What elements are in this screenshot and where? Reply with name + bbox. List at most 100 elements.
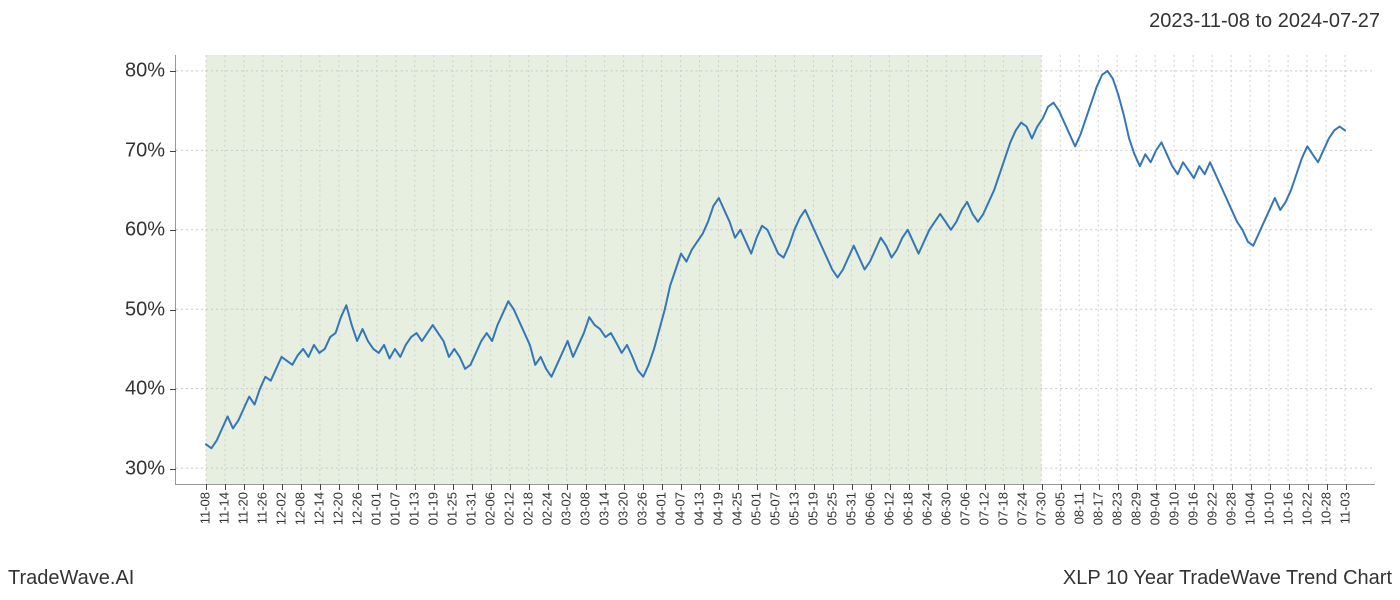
x-axis-tick-mark bbox=[415, 484, 416, 490]
branding-label: TradeWave.AI bbox=[8, 567, 134, 590]
x-axis-tick-label: 09-04 bbox=[1148, 492, 1163, 525]
x-axis-tick-mark bbox=[1346, 484, 1347, 490]
x-axis-tick-mark bbox=[852, 484, 853, 490]
x-axis-tick-mark bbox=[529, 484, 530, 490]
x-axis-tick-mark bbox=[1175, 484, 1176, 490]
x-axis-tick-mark bbox=[909, 484, 910, 490]
x-axis-tick-mark bbox=[795, 484, 796, 490]
x-axis-tick-label: 07-12 bbox=[977, 492, 992, 525]
x-axis-tick-label: 09-22 bbox=[1205, 492, 1220, 525]
x-axis-tick-mark bbox=[624, 484, 625, 490]
x-axis-tick-mark bbox=[358, 484, 359, 490]
x-axis-tick-label: 08-05 bbox=[1053, 492, 1068, 525]
x-axis-tick-mark bbox=[510, 484, 511, 490]
x-axis-tick-mark bbox=[225, 484, 226, 490]
x-axis-tick-mark bbox=[757, 484, 758, 490]
x-axis-tick-mark bbox=[244, 484, 245, 490]
x-axis-tick-mark bbox=[396, 484, 397, 490]
x-axis-tick-label: 10-10 bbox=[1262, 492, 1277, 525]
y-axis-tick-label: 60% bbox=[125, 219, 165, 242]
x-axis-tick-mark bbox=[890, 484, 891, 490]
chart-plot-area bbox=[175, 55, 1375, 485]
x-axis-tick-mark bbox=[1137, 484, 1138, 490]
y-axis-tick-label: 40% bbox=[125, 378, 165, 401]
x-axis-tick-label: 11-08 bbox=[198, 492, 213, 524]
plot-region bbox=[175, 55, 1375, 485]
x-axis-tick-label: 03-26 bbox=[635, 492, 650, 525]
x-axis-tick-mark bbox=[738, 484, 739, 490]
x-axis-tick-label: 06-12 bbox=[882, 492, 897, 525]
y-axis-tick-mark bbox=[170, 71, 176, 72]
x-axis-tick-label: 12-08 bbox=[293, 492, 308, 525]
x-axis-tick-label: 11-20 bbox=[236, 492, 251, 524]
x-axis-tick-label: 01-25 bbox=[445, 492, 460, 525]
x-axis-tick-mark bbox=[719, 484, 720, 490]
x-axis-tick-mark bbox=[301, 484, 302, 490]
x-axis-tick-label: 01-07 bbox=[388, 492, 403, 525]
x-axis-tick-label: 09-16 bbox=[1186, 492, 1201, 525]
x-axis-tick-label: 04-01 bbox=[654, 492, 669, 525]
x-axis-tick-mark bbox=[472, 484, 473, 490]
x-axis-tick-label: 12-14 bbox=[312, 492, 327, 525]
x-axis-tick-label: 04-13 bbox=[692, 492, 707, 525]
x-axis-tick-mark bbox=[586, 484, 587, 490]
x-axis-tick-mark bbox=[833, 484, 834, 490]
x-axis-tick-label: 08-11 bbox=[1072, 492, 1087, 524]
y-axis-tick-label: 70% bbox=[125, 139, 165, 162]
x-axis-tick-label: 10-16 bbox=[1281, 492, 1296, 525]
y-axis-tick-mark bbox=[170, 151, 176, 152]
x-axis-tick-label: 06-06 bbox=[863, 492, 878, 525]
x-axis-tick-mark bbox=[700, 484, 701, 490]
x-axis-tick-label: 04-19 bbox=[711, 492, 726, 525]
x-axis-tick-label: 04-07 bbox=[673, 492, 688, 525]
x-axis-tick-label: 12-02 bbox=[274, 492, 289, 525]
x-axis-tick-mark bbox=[206, 484, 207, 490]
x-axis-tick-label: 02-24 bbox=[540, 492, 555, 525]
x-axis-tick-mark bbox=[1232, 484, 1233, 490]
x-axis-tick-label: 07-30 bbox=[1034, 492, 1049, 525]
x-axis-tick-label: 05-31 bbox=[844, 492, 859, 525]
x-axis-tick-mark bbox=[1042, 484, 1043, 490]
y-axis-tick-label: 30% bbox=[125, 458, 165, 481]
x-axis-tick-mark bbox=[1213, 484, 1214, 490]
x-axis-tick-mark bbox=[947, 484, 948, 490]
x-axis-tick-label: 09-28 bbox=[1224, 492, 1239, 525]
x-axis-tick-mark bbox=[1099, 484, 1100, 490]
x-axis-tick-label: 10-22 bbox=[1300, 492, 1315, 525]
x-axis-tick-mark bbox=[1061, 484, 1062, 490]
x-axis-tick-label: 05-25 bbox=[825, 492, 840, 525]
x-axis-tick-mark bbox=[1308, 484, 1309, 490]
x-axis-tick-mark bbox=[453, 484, 454, 490]
x-axis-tick-mark bbox=[434, 484, 435, 490]
x-axis-tick-mark bbox=[263, 484, 264, 490]
x-axis-tick-mark bbox=[339, 484, 340, 490]
x-axis-tick-mark bbox=[1004, 484, 1005, 490]
x-axis-tick-label: 07-18 bbox=[996, 492, 1011, 525]
y-axis-tick-label: 50% bbox=[125, 298, 165, 321]
x-axis-tick-mark bbox=[814, 484, 815, 490]
x-axis-tick-label: 12-20 bbox=[331, 492, 346, 525]
x-axis-tick-mark bbox=[643, 484, 644, 490]
x-axis-tick-label: 11-03 bbox=[1338, 492, 1353, 524]
x-axis-tick-mark bbox=[1251, 484, 1252, 490]
x-axis-tick-label: 01-13 bbox=[407, 492, 422, 525]
x-axis-tick-mark bbox=[377, 484, 378, 490]
x-axis-tick-label: 01-19 bbox=[426, 492, 441, 525]
x-axis-tick-label: 07-06 bbox=[958, 492, 973, 525]
y-axis-tick-mark bbox=[170, 230, 176, 231]
x-axis-tick-mark bbox=[966, 484, 967, 490]
x-axis-tick-label: 08-17 bbox=[1091, 492, 1106, 525]
x-axis-tick-mark bbox=[681, 484, 682, 490]
x-axis-tick-label: 11-14 bbox=[217, 492, 232, 524]
x-axis-tick-label: 10-04 bbox=[1243, 492, 1258, 525]
y-axis-tick-mark bbox=[170, 389, 176, 390]
x-axis-tick-label: 06-18 bbox=[901, 492, 916, 525]
x-axis-tick-mark bbox=[282, 484, 283, 490]
x-axis-tick-label: 02-18 bbox=[521, 492, 536, 525]
x-axis-tick-mark bbox=[985, 484, 986, 490]
y-axis-tick-mark bbox=[170, 469, 176, 470]
y-axis-tick-mark bbox=[170, 310, 176, 311]
x-axis-tick-label: 08-29 bbox=[1129, 492, 1144, 525]
x-axis-tick-label: 03-14 bbox=[597, 492, 612, 525]
x-axis-tick-mark bbox=[776, 484, 777, 490]
